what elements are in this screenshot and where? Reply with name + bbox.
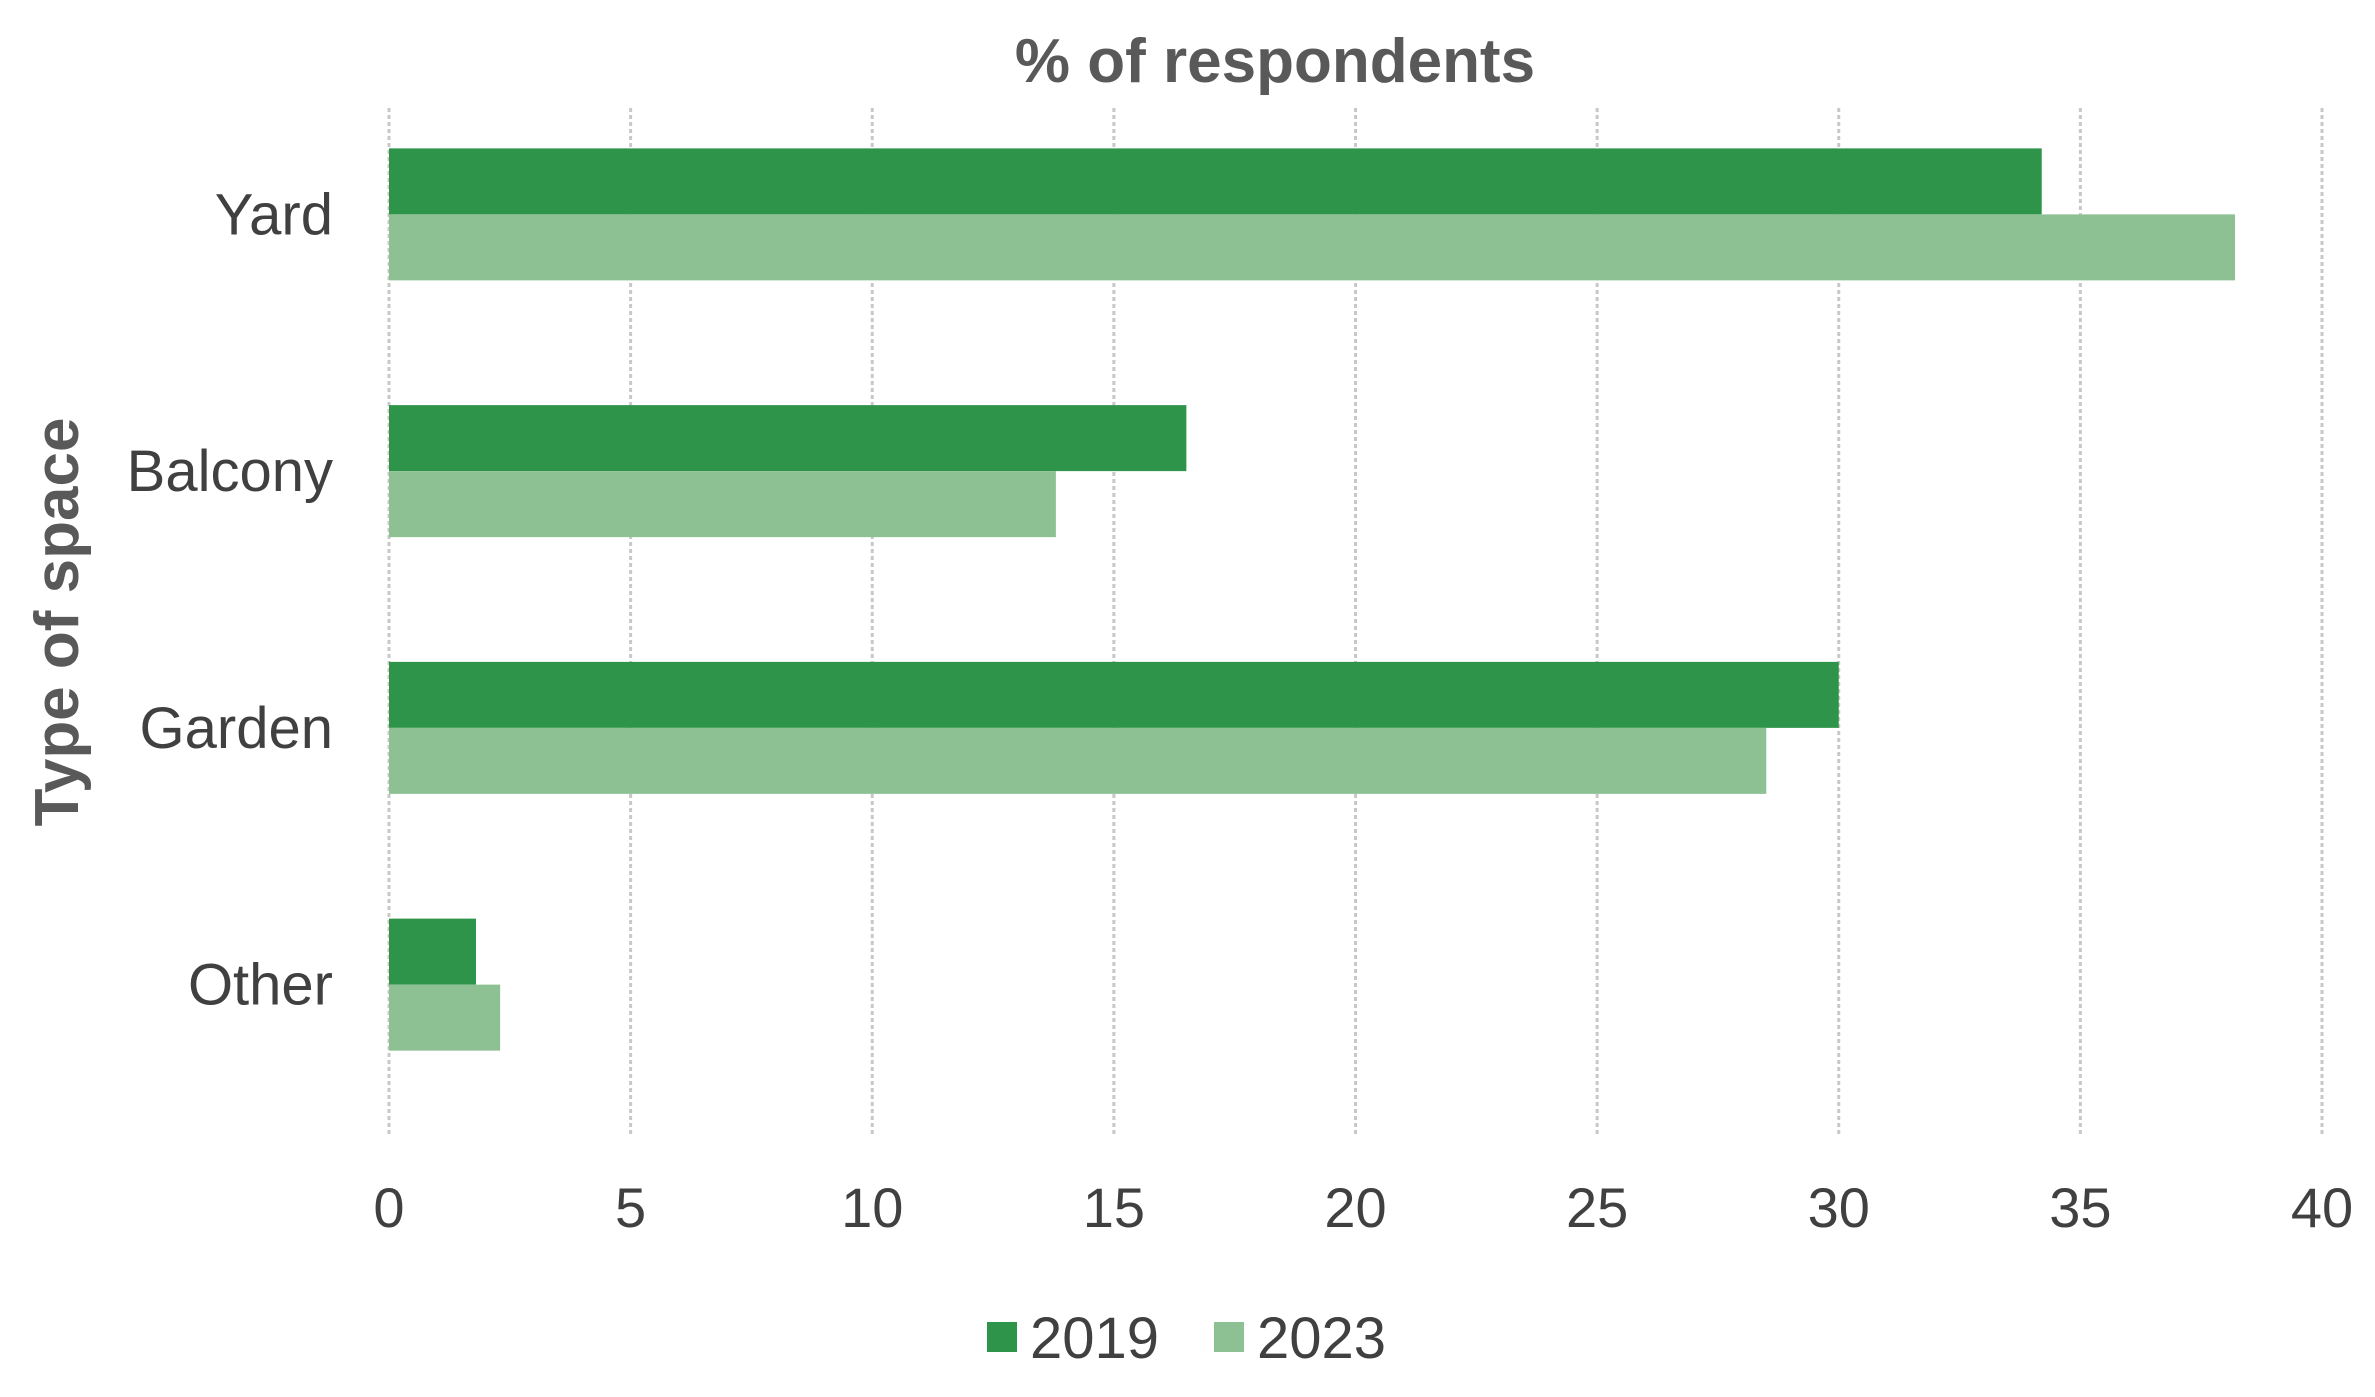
bar-yard-2023 [389,214,2236,281]
legend-swatch-2023 [1214,1322,1244,1352]
bar-balcony-2023 [389,471,1056,538]
legend-label-2023: 2023 [1257,1306,1386,1371]
legend-label-2019: 2019 [1030,1306,1159,1371]
y-axis-categories: Yard Balcony Garden Other [127,182,333,1017]
bar-other-2023 [389,984,501,1051]
category-label-other: Other [188,953,333,1018]
x-tick-label: 25 [1566,1176,1628,1239]
category-label-balcony: Balcony [127,439,333,504]
x-tick-label: 5 [615,1176,646,1239]
x-tick-label: 40 [2291,1176,2353,1239]
category-label-yard: Yard [215,182,333,247]
chart-title: % of respondents [1015,27,1535,96]
bar-yard-2019 [389,148,2042,215]
y-axis-title: Type of space [23,418,92,827]
x-tick-label: 35 [2049,1176,2111,1239]
bar-garden-2019 [389,661,1839,728]
bars [389,148,2236,1051]
x-tick-label: 30 [1808,1176,1870,1239]
legend-swatch-2019 [987,1322,1017,1352]
x-tick-label: 15 [1083,1176,1145,1239]
x-tick-label: 0 [373,1176,404,1239]
x-axis-ticks: 0 5 10 15 20 25 30 35 40 [373,1176,2353,1239]
legend: 2019 2023 [987,1306,1386,1371]
x-tick-label: 10 [841,1176,903,1239]
bar-other-2019 [389,918,476,985]
category-label-garden: Garden [140,696,333,761]
bar-garden-2023 [389,727,1767,794]
bar-balcony-2019 [389,405,1187,472]
x-tick-label: 20 [1324,1176,1386,1239]
